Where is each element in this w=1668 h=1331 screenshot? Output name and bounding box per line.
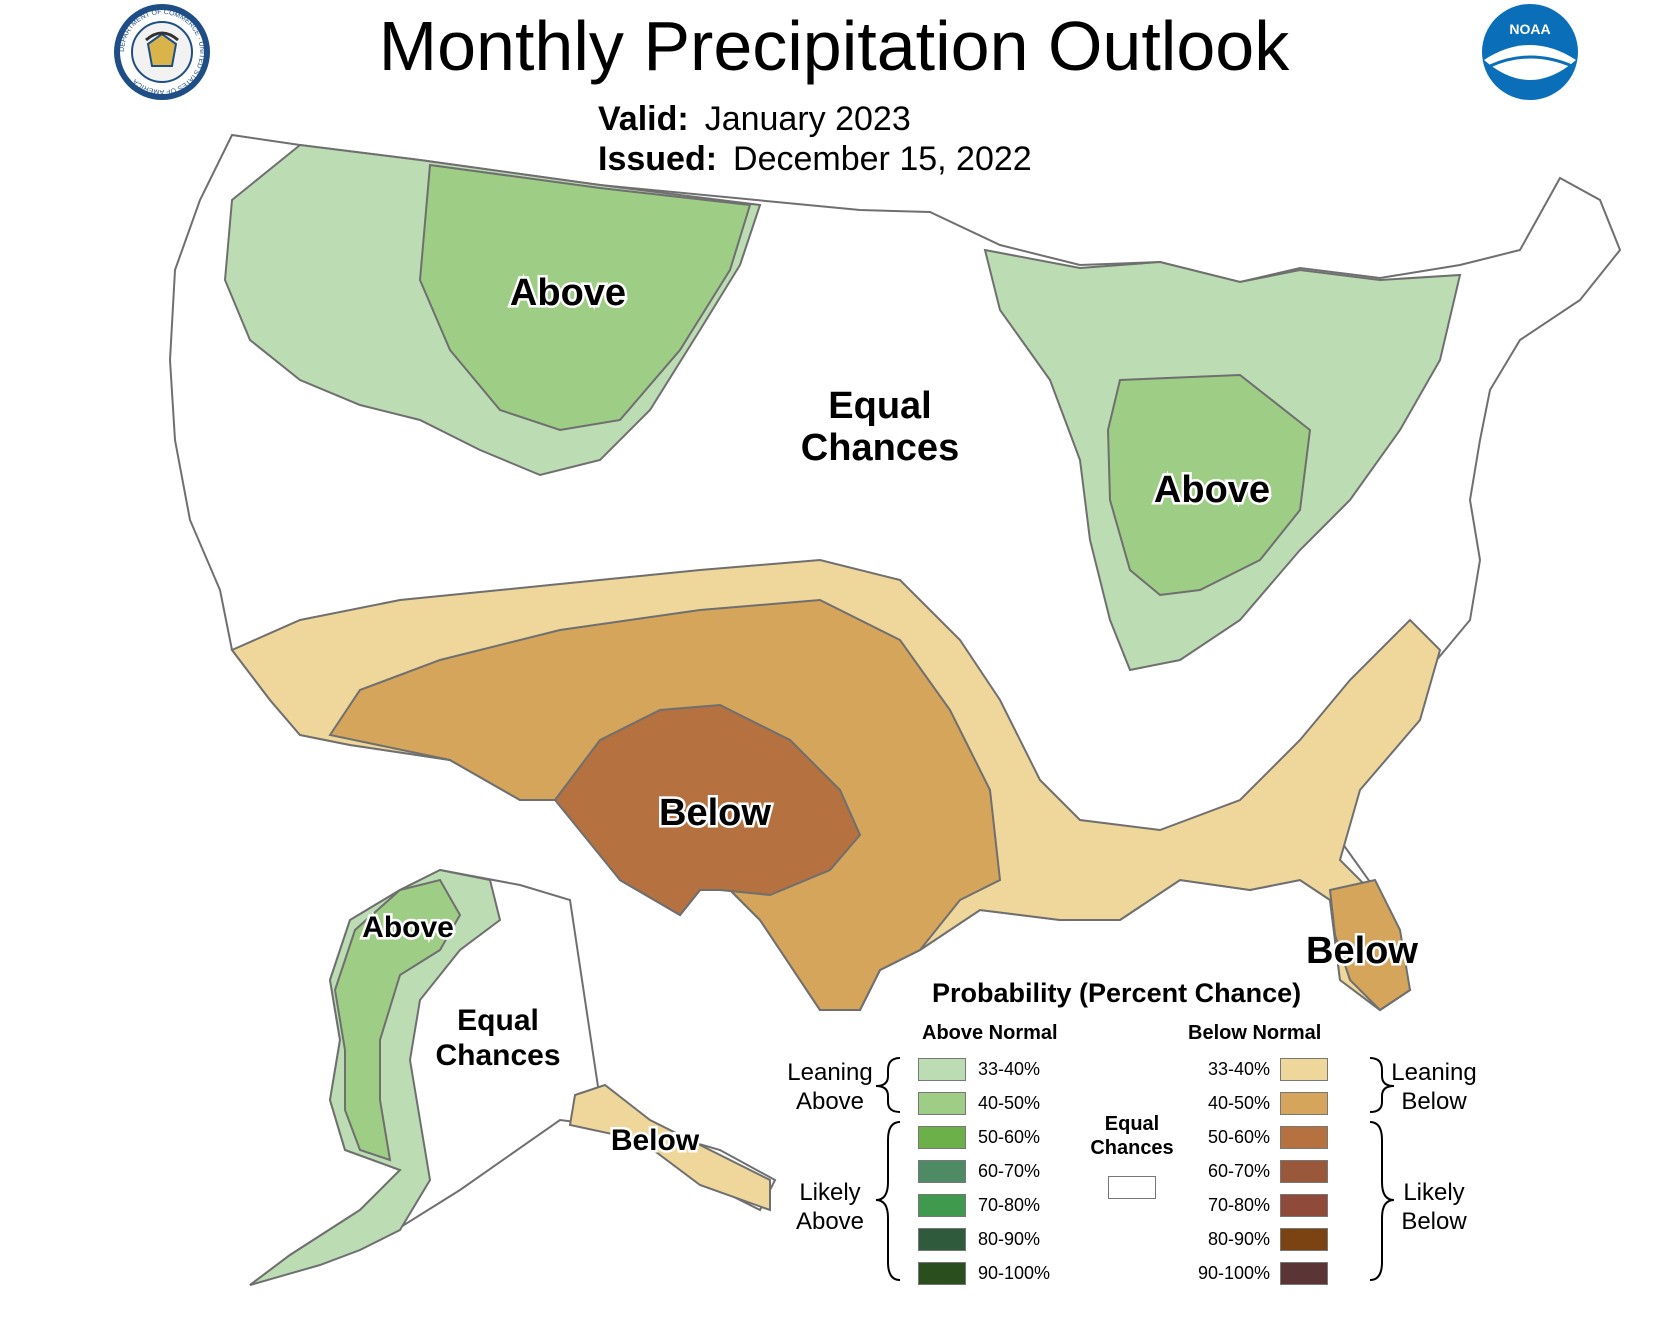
below-range-label: 60-70%	[1207, 1161, 1270, 1181]
legend-braces	[875, 1057, 1395, 1281]
label-alaska-below: Below	[611, 1124, 700, 1157]
above-range-label: 50-60%	[978, 1127, 1041, 1147]
likely-below-line2: Below	[1401, 1208, 1467, 1235]
below-swatch	[1280, 1228, 1328, 1251]
below-range-label: 33-40%	[1207, 1059, 1270, 1079]
texas-below-50-60	[553, 703, 862, 917]
below-range-label: 90-100%	[1197, 1263, 1270, 1283]
leaning-above-line1: Leaning	[787, 1059, 873, 1086]
above-swatch	[918, 1262, 966, 1285]
above-swatch	[918, 1092, 966, 1115]
issued-label: Issued:	[598, 140, 718, 178]
leaning-below-line2: Below	[1401, 1088, 1467, 1115]
ohio-above-40-50	[1106, 373, 1312, 597]
label-equal-chances-2: Chances	[801, 427, 959, 469]
below-swatch	[1280, 1194, 1328, 1217]
above-swatch	[918, 1194, 966, 1217]
above-range-label: 33-40%	[978, 1059, 1041, 1079]
above-range-label: 80-90%	[978, 1229, 1041, 1249]
label-equal-chances-1: Equal	[828, 385, 931, 427]
legend-likely-above: Likely Above	[782, 1178, 878, 1236]
legend-leaning-below: Leaning Below	[1384, 1058, 1484, 1116]
alaska-panhandle-below	[568, 1083, 771, 1212]
alaska-outline	[249, 868, 777, 1286]
legend-likely-below: Likely Below	[1384, 1178, 1484, 1236]
label-alaska-equal-2: Chances	[435, 1039, 560, 1072]
above-swatch	[918, 1228, 966, 1251]
leaning-above-line2: Above	[795, 1088, 865, 1115]
leaning-below-line1: Leaning	[1391, 1059, 1477, 1086]
alaska-above-40-50	[333, 878, 462, 1162]
above-range-label: 70-80%	[978, 1195, 1041, 1215]
valid-row: Valid: January 2023	[598, 100, 911, 138]
label-alaska-above: Above	[362, 911, 454, 944]
equal-chances-swatch	[1108, 1176, 1156, 1199]
legend-leaning-above: Leaning Above	[782, 1058, 878, 1116]
valid-value: January 2023	[704, 100, 911, 138]
above-swatch	[918, 1058, 966, 1081]
above-range-label: 60-70%	[978, 1161, 1041, 1181]
likely-below-line1: Likely	[1403, 1179, 1465, 1206]
likely-above-line1: Likely	[799, 1179, 861, 1206]
below-range-label: 70-80%	[1207, 1195, 1270, 1215]
label-florida-below: Below	[1306, 930, 1418, 972]
above-swatch	[918, 1160, 966, 1183]
label-ohio-above: Above	[1154, 469, 1270, 511]
above-swatch	[918, 1126, 966, 1149]
below-swatch	[1280, 1092, 1328, 1115]
noaa-logo-icon: NOAA	[1482, 4, 1578, 100]
legend: Probability (Percent Chance) Above Norma…	[770, 970, 1510, 1310]
valid-label: Valid:	[598, 100, 689, 138]
likely-above-line2: Above	[795, 1208, 865, 1235]
legend-below-header: Below Normal	[1188, 1022, 1322, 1044]
legend-equal-chances: Equal Chances	[1082, 1112, 1182, 1160]
below-swatch	[1280, 1262, 1328, 1285]
equal-chances-line1: Equal	[1104, 1113, 1160, 1135]
noaa-logo-text: NOAA	[1509, 21, 1550, 37]
below-range-label: 40-50%	[1207, 1093, 1270, 1113]
legend-title: Probability (Percent Chance)	[932, 978, 1302, 1008]
below-swatch	[1280, 1160, 1328, 1183]
below-range-label: 80-90%	[1207, 1229, 1270, 1249]
issued-row: Issued: December 15, 2022	[598, 140, 1032, 178]
above-range-label: 40-50%	[978, 1093, 1041, 1113]
label-alaska-equal-1: Equal	[457, 1004, 539, 1037]
page-title: Monthly Precipitation Outlook	[378, 7, 1290, 85]
below-swatch	[1280, 1126, 1328, 1149]
issued-value: December 15, 2022	[733, 140, 1032, 178]
florida-below-40-50	[1328, 878, 1412, 1012]
label-texas-below: Below	[659, 792, 771, 834]
above-range-label: 90-100%	[978, 1263, 1051, 1283]
below-swatch	[1280, 1058, 1328, 1081]
commerce-seal-icon: DEPARTMENT OF COMMERCE · UNITED STATES O…	[114, 4, 210, 100]
nw-above-40-50	[418, 163, 752, 432]
label-northwest-above: Above	[510, 272, 626, 314]
below-range-label: 50-60%	[1207, 1127, 1270, 1147]
legend-above-header: Above Normal	[922, 1022, 1058, 1044]
equal-chances-line2: Chances	[1090, 1137, 1174, 1159]
